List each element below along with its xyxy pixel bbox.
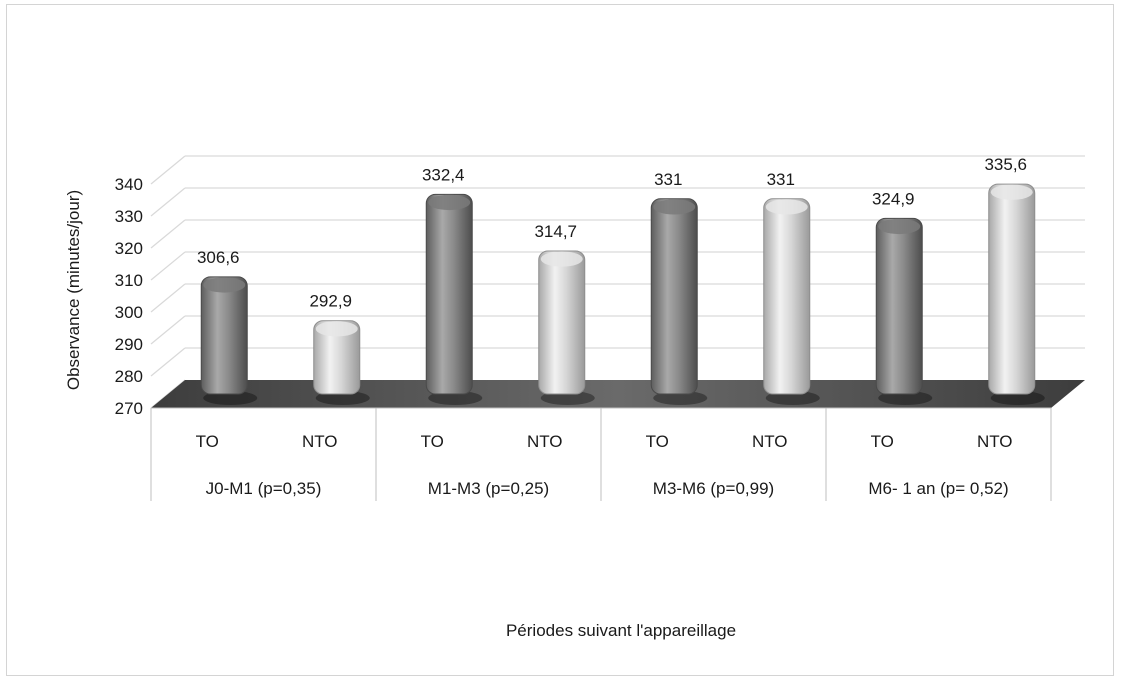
bar-to: [875, 217, 923, 395]
bar-cap: [878, 218, 921, 235]
gridline-oblique: [150, 187, 186, 217]
y-axis-title: Observance (minutes/jour): [64, 190, 83, 390]
bar-to: [425, 193, 473, 395]
bar-to: [200, 276, 248, 395]
bar-cap: [653, 199, 696, 215]
labels: 270 280 290 300 310 320 330 340 J0-M1 (p=0,35) TO…: [64, 155, 1027, 640]
category-label: NTO: [527, 432, 563, 451]
bar-nto: [988, 183, 1036, 395]
bar-nto: [763, 198, 811, 395]
data-label: 314,7: [534, 222, 577, 241]
gridlines: [150, 155, 1085, 409]
y-tick-label: 280: [115, 367, 143, 386]
y-tick-label: 340: [115, 175, 143, 194]
bar-nto: [313, 320, 361, 395]
group-label: M1-M3 (p=0,25): [428, 479, 549, 498]
bars: [200, 183, 1045, 405]
bar-chart: 270 280 290 300 310 320 330 340 J0-M1 (p=0,35) TO…: [64, 155, 1085, 640]
gridline-oblique: [150, 155, 186, 185]
bar-cap: [315, 321, 358, 337]
gridline-oblique: [150, 251, 186, 281]
data-label: 332,4: [422, 165, 465, 184]
chart-area: 270 280 290 300 310 320 330 340 J0-M1 (p=0,35) TO…: [6, 4, 1114, 676]
group-label: J0-M1 (p=0,35): [206, 479, 322, 498]
y-tick-label: 270: [115, 399, 143, 418]
group-label: M3-M6 (p=0,99): [653, 479, 774, 498]
category-label: NTO: [752, 432, 788, 451]
y-tick-label: 320: [115, 239, 143, 258]
gridline-oblique: [150, 347, 186, 377]
x-axis-title: Périodes suivant l'appareillage: [506, 621, 736, 640]
data-label: 292,9: [309, 292, 352, 311]
category-label: TO: [646, 432, 669, 451]
group-label: M6- 1 an (p= 0,52): [868, 479, 1008, 498]
bar-cap: [203, 277, 246, 293]
data-label: 324,9: [872, 189, 915, 208]
category-label: NTO: [302, 432, 338, 451]
bar-cap: [428, 194, 471, 211]
chart-floor: [151, 380, 1085, 408]
data-label: 331: [654, 170, 682, 189]
y-tick-label: 300: [115, 303, 143, 322]
floor-plane: [151, 380, 1085, 408]
category-label: TO: [196, 432, 219, 451]
category-label: TO: [871, 432, 894, 451]
axes: [150, 407, 1052, 501]
y-tick-label: 290: [115, 335, 143, 354]
data-label: 331: [767, 170, 795, 189]
data-label: 306,6: [197, 248, 240, 267]
bar-nto: [538, 250, 586, 395]
category-label: TO: [421, 432, 444, 451]
bar-cap: [990, 184, 1033, 200]
bar-to: [650, 198, 698, 395]
bar-cap: [765, 199, 808, 215]
bar-cap: [540, 251, 583, 267]
category-label: NTO: [977, 432, 1013, 451]
gridline-oblique: [150, 283, 186, 313]
y-tick-label: 330: [115, 207, 143, 226]
y-tick-label: 310: [115, 271, 143, 290]
data-label: 335,6: [984, 155, 1027, 174]
gridline-oblique: [150, 315, 186, 345]
gridline-oblique: [150, 219, 186, 249]
